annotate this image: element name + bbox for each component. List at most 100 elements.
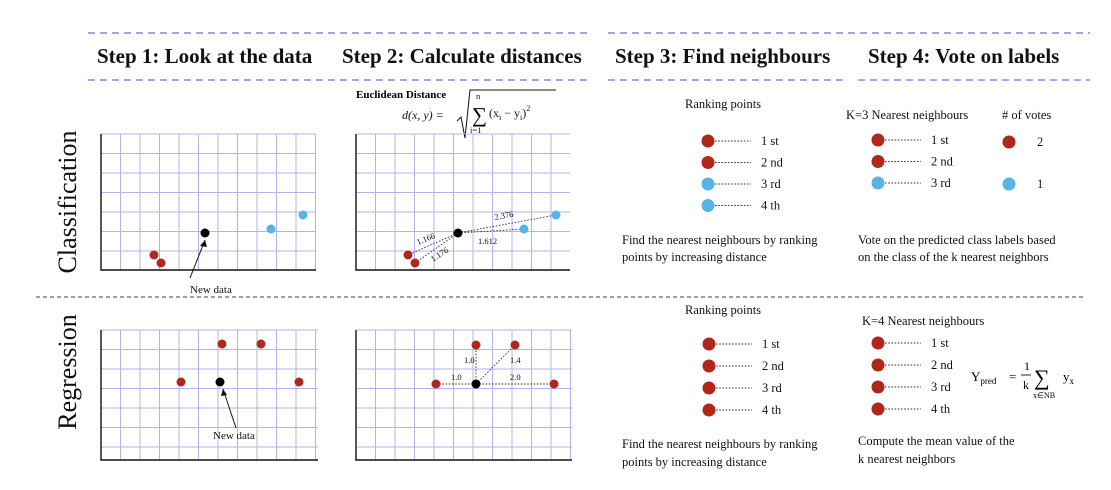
red-point: [549, 379, 559, 389]
rank-dot-red: [871, 155, 885, 168]
classification-distance-plot: 1.166 1.176 1.612 2.376: [355, 133, 570, 271]
new-data-label: New data: [213, 430, 255, 442]
rank-label: 4 th: [762, 403, 782, 417]
euclidean-formula: Euclidean Distance d(x, y) = ∑ n i=1 (xi…: [356, 89, 556, 139]
row-label-regression: Regression: [53, 314, 82, 430]
new-data-point: [200, 228, 210, 238]
rank-dot-red: [871, 380, 885, 394]
formula-title: Euclidean Distance: [356, 89, 446, 101]
rank-dot-blue: [871, 176, 885, 190]
rank-label: 3 rd: [761, 177, 782, 191]
vote-red-dot: [1002, 135, 1016, 149]
red-point: [471, 340, 481, 350]
ranking-caption-line2: points by increasing distance: [622, 455, 767, 469]
rank-label: 1 st: [931, 336, 949, 350]
rank-label: 1 st: [761, 134, 779, 148]
step-1-title: Step 1: Look at the data: [97, 44, 313, 68]
red-point: [510, 340, 520, 350]
vote-red-count: 2: [1037, 135, 1043, 149]
mean-caption-line2: k nearest neighbors: [858, 452, 955, 466]
rank-dot-red: [702, 403, 716, 417]
svg-text:(xi − yi)2: (xi − yi)2: [489, 104, 530, 122]
blue-point: [298, 210, 308, 220]
header-dashes: [88, 32, 1090, 81]
ranking-caption-line1: Find the nearest neighbours by ranking: [622, 233, 818, 247]
red-point: [294, 377, 304, 387]
rank-dot-red: [871, 133, 885, 147]
arrow-head: [221, 389, 227, 396]
rank-dot-red: [702, 381, 716, 395]
classification-data-axes: [100, 134, 316, 271]
rank-dot-red: [701, 156, 715, 169]
rank-dot-red: [871, 336, 885, 350]
rank-label: 3 rd: [931, 380, 952, 394]
new-data-point: [471, 379, 481, 389]
vote-title: K=3 Nearest neighbours: [846, 108, 968, 122]
rank-dot-red: [701, 134, 715, 148]
red-point: [431, 379, 441, 389]
svg-text:=: =: [1009, 369, 1016, 384]
classification-ranking: Ranking points 1 st 2 nd 3 rd 4 th Find the…: [622, 97, 818, 264]
regression-mean: K=4 Nearest neighbours 1 st2 nd3 rd4 th …: [858, 314, 1075, 466]
new-data-point: [215, 377, 225, 387]
classification-data-plot: New data: [100, 133, 316, 296]
rank-dot-red: [871, 402, 885, 416]
rank-label: 3 rd: [762, 381, 783, 395]
distance-label: 1.4: [510, 355, 521, 365]
red-point: [256, 339, 266, 349]
regression-data-axes: [100, 330, 318, 461]
rank-dot-blue: [701, 199, 715, 212]
mean-formula: Ypred = 1 k ∑ x∈NB yx: [971, 359, 1075, 400]
step-2-title: Step 2: Calculate distances: [342, 44, 582, 68]
sqrt-sign: [456, 89, 556, 139]
rank-dot-red: [702, 359, 716, 373]
distance-label: 1.0: [451, 372, 462, 382]
rank-dot-red: [702, 337, 716, 351]
arrow-head: [200, 240, 207, 247]
rank-label: 3 rd: [931, 176, 952, 190]
step-3-title: Step 3: Find neighbours: [615, 44, 830, 68]
svg-text:yx: yx: [1063, 369, 1075, 386]
distance-label: 2.0: [510, 372, 521, 382]
rank-dot-blue: [701, 177, 715, 191]
regression-ranking: Ranking points 1 st 2 nd 3 rd 4 th Find the…: [622, 303, 818, 469]
votes-count-title: # of votes: [1002, 108, 1051, 122]
rank-label: 2 nd: [931, 155, 954, 169]
red-point: [156, 258, 166, 268]
rank-label: 1 st: [931, 133, 949, 147]
vote-blue-count: 1: [1037, 177, 1043, 191]
mean-caption-line1: Compute the mean value of the: [858, 434, 1015, 448]
regression-distance-plot: 1.0 1.4 1.0 2.0: [355, 329, 572, 461]
rank-dot-red: [871, 358, 885, 372]
vote-blue-dot: [1002, 177, 1016, 191]
rank-label: 4 th: [931, 402, 951, 416]
red-point: [176, 377, 186, 387]
svg-text:Ypred: Ypred: [971, 369, 997, 386]
distance-label: 1.176: [429, 245, 450, 264]
red-point: [217, 339, 227, 349]
mean-title: K=4 Nearest neighbours: [862, 314, 984, 328]
rank-label: 1 st: [762, 337, 780, 351]
sum-bottom: i=1: [470, 125, 481, 135]
vote-caption-line2: on the class of the k nearest neighbors: [858, 250, 1049, 264]
sum-top: n: [476, 91, 481, 101]
ranking-caption-line1: Find the nearest neighbours by ranking: [622, 437, 818, 451]
regression-data-plot: New data: [100, 329, 318, 461]
rank-label: 4 th: [761, 199, 781, 213]
distance-label: 1.166: [415, 230, 436, 246]
ranking-title: Ranking points: [685, 303, 761, 317]
rank-label: 2 nd: [761, 156, 784, 170]
vote-caption-line1: Vote on the predicted class labels based: [858, 233, 1056, 247]
red-point: [410, 258, 420, 268]
red-point: [149, 250, 159, 260]
svg-text:k: k: [1023, 378, 1029, 392]
step-4-title: Step 4: Vote on labels: [868, 44, 1059, 68]
classification-distance-axes: [355, 134, 570, 271]
new-data-arrow: [222, 388, 237, 429]
new-data-label: New data: [190, 284, 232, 296]
red-point: [403, 250, 413, 260]
ranking-caption-line2: points by increasing distance: [622, 250, 767, 264]
distance-label: 1.0: [464, 355, 475, 365]
rank-label: 2 nd: [931, 358, 954, 372]
